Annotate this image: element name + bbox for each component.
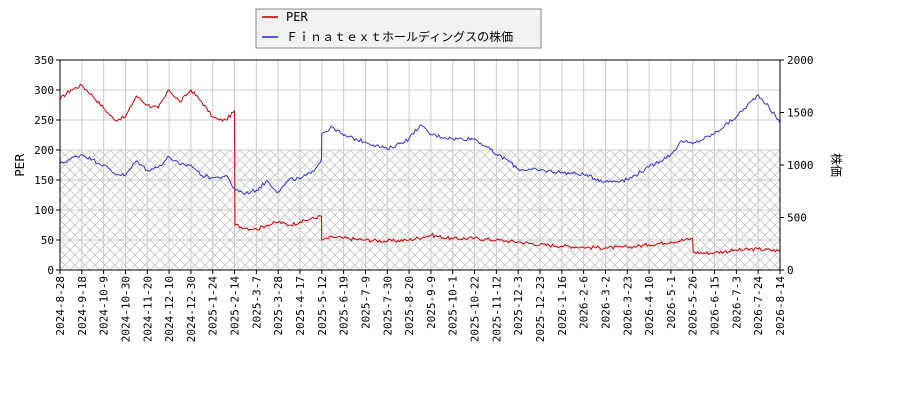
- x-tick-label: 2025-1-24: [207, 276, 220, 336]
- legend: PER Ｆｉｎａｔｅｘｔホールディングスの株価: [255, 8, 542, 49]
- x-tick-label: 2025-5-12: [316, 276, 329, 336]
- x-tick-label: 2026-1-16: [556, 276, 569, 336]
- x-tick-label: 2025-10-1: [447, 276, 460, 336]
- right-axis-title: 株価: [829, 153, 844, 177]
- x-tick-label: 2025-2-14: [229, 276, 242, 336]
- right-tick-label: 500: [787, 212, 807, 225]
- right-tick-label: 1000: [787, 159, 814, 172]
- x-tick-label: 2026-3-23: [621, 276, 634, 336]
- x-tick-label: 2025-3-7: [250, 276, 263, 329]
- left-tick-label: 250: [34, 114, 54, 127]
- left-axis: 0 50 100 150 200 250 300 350: [34, 54, 60, 277]
- x-tick-label: 2026-2-6: [578, 276, 591, 329]
- left-tick-label: 200: [34, 144, 54, 157]
- left-tick-label: 350: [34, 54, 54, 67]
- x-tick-label: 2025-10-22: [469, 276, 482, 342]
- x-tick-label: 2026-3-2: [599, 276, 612, 329]
- x-tick-label: 2025-8-20: [403, 276, 416, 336]
- x-axis: 2024-8-28 2024-9-18 2024-10-9 2024-10-30 202…: [54, 270, 787, 342]
- x-tick-label: 2024-12-10: [163, 276, 176, 342]
- x-tick-label: 2025-6-19: [338, 276, 351, 336]
- left-axis-title: PER: [13, 153, 27, 176]
- x-tick-label: 2025-7-30: [381, 276, 394, 336]
- x-tick-label: 2025-3-28: [272, 276, 285, 336]
- x-tick-label: 2026-8-14: [774, 276, 787, 336]
- x-tick-label: 2024-11-20: [141, 276, 154, 342]
- left-tick-label: 100: [34, 204, 54, 217]
- x-tick-label: 2026-5-26: [687, 276, 700, 336]
- x-tick-label: 2024-10-30: [119, 276, 132, 342]
- x-tick-label: 2025-11-12: [490, 276, 503, 342]
- x-tick-label: 2024-9-18: [76, 276, 89, 336]
- x-tick-label: 2026-6-15: [709, 276, 722, 336]
- x-tick-label: 2025-9-9: [425, 276, 438, 329]
- x-tick-label: 2025-12-23: [534, 276, 547, 342]
- series-layer: [59, 83, 781, 256]
- legend-label-price: Ｆｉｎａｔｅｘｔホールディングスの株価: [286, 29, 513, 44]
- legend-label-per: PER: [286, 10, 308, 24]
- x-tick-label: 2026-7-24: [752, 276, 765, 336]
- left-tick-label: 0: [47, 264, 54, 277]
- right-tick-label: 2000: [787, 54, 814, 67]
- right-tick-label: 1500: [787, 107, 814, 120]
- x-tick-label: 2024-12-30: [185, 276, 198, 342]
- legend-box: [255, 8, 542, 49]
- x-tick-label: 2024-10-9: [98, 276, 111, 336]
- right-axis: 0 500 1000 1500 2000: [780, 54, 814, 277]
- x-tick-label: 2025-12-3: [512, 276, 525, 336]
- right-tick-label: 0: [787, 264, 794, 277]
- x-tick-label: 2025-7-9: [359, 276, 372, 329]
- x-tick-label: 2025-4-17: [294, 276, 307, 336]
- left-tick-label: 150: [34, 174, 54, 187]
- x-tick-label: 2026-7-3: [730, 276, 743, 329]
- x-tick-label: 2024-8-28: [54, 276, 67, 336]
- left-tick-label: 300: [34, 84, 54, 97]
- x-tick-label: 2026-5-1: [665, 276, 678, 329]
- series-line-per: [59, 83, 781, 256]
- series-line-stock-price: [59, 93, 781, 195]
- left-tick-label: 50: [41, 234, 54, 247]
- x-tick-label: 2026-4-10: [643, 276, 656, 336]
